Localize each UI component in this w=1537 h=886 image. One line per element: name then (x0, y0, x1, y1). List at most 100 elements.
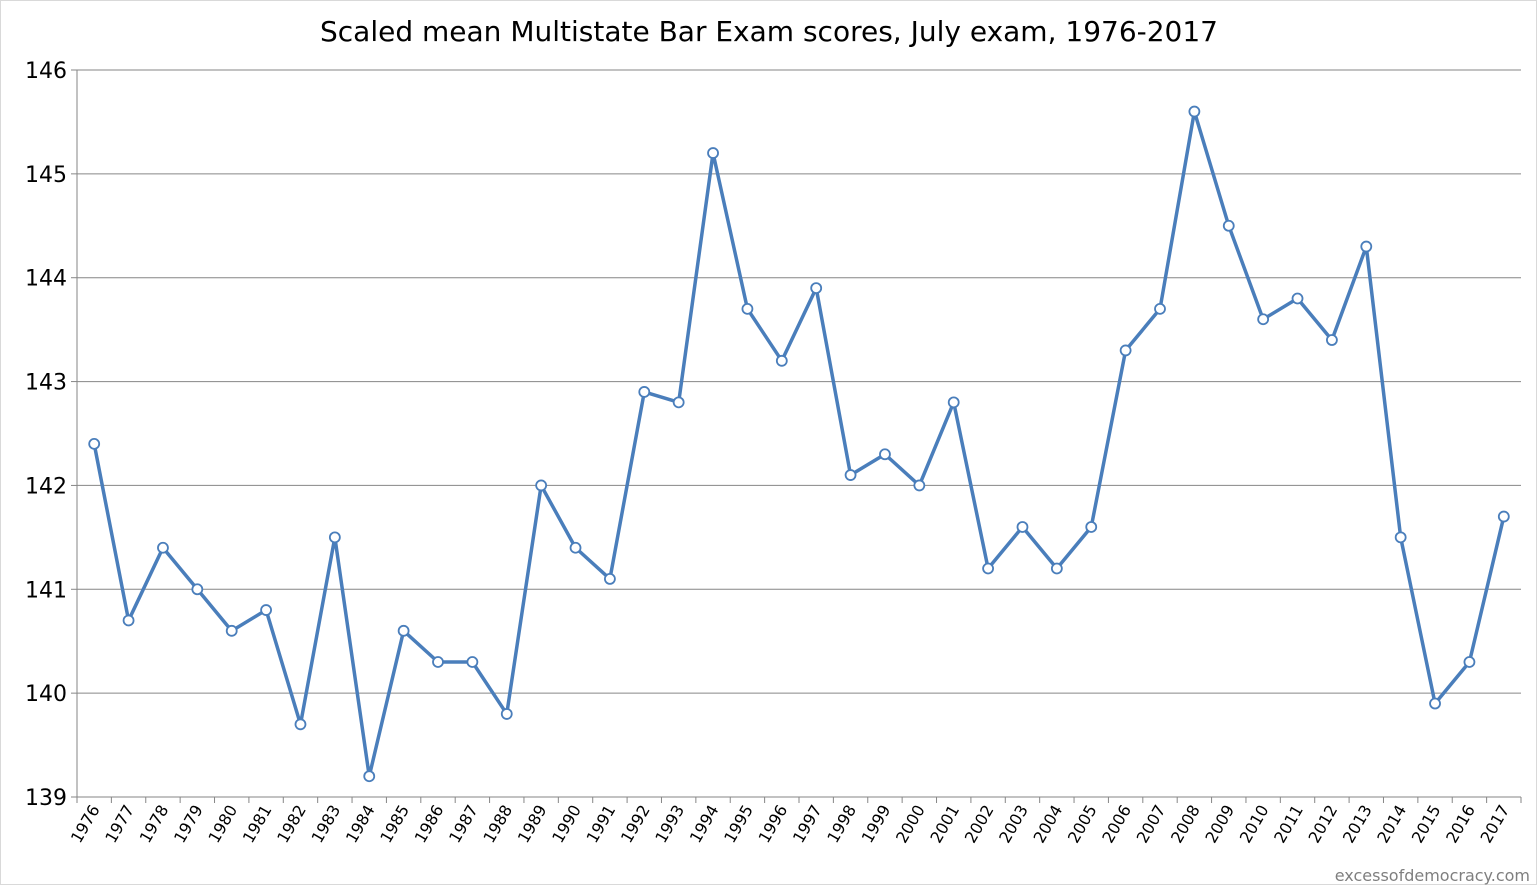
x-tick-label: 2016 (1442, 802, 1479, 847)
axes (71, 69, 1522, 803)
x-tick-label: 1988 (479, 802, 516, 847)
chart-title: Scaled mean Multistate Bar Exam scores, … (320, 15, 1218, 48)
y-tick-label: 143 (25, 371, 67, 396)
y-tick-label: 139 (25, 786, 67, 811)
x-tick-label: 1976 (67, 802, 104, 847)
x-tick-label: 1984 (342, 802, 379, 847)
series-layer (88, 105, 1510, 783)
data-point (741, 302, 754, 315)
x-axis-tick-labels: 1976197719781979198019811982198319841985… (67, 802, 1513, 847)
data-point (1188, 105, 1201, 118)
x-tick-label: 2007 (1133, 802, 1170, 847)
data-point (775, 354, 788, 367)
x-tick-label: 2003 (995, 802, 1032, 847)
data-point (1085, 521, 1098, 533)
data-point (879, 448, 891, 461)
x-tick-label: 2004 (1030, 802, 1067, 847)
data-point (672, 396, 685, 409)
data-point (535, 479, 548, 492)
x-tick-label: 1998 (823, 802, 860, 847)
x-tick-label: 1981 (239, 802, 276, 847)
data-point (1463, 656, 1476, 668)
x-tick-label: 1999 (858, 802, 895, 847)
x-tick-label: 1997 (789, 802, 826, 847)
x-tick-label: 1985 (376, 802, 413, 847)
x-tick-label: 1982 (273, 802, 310, 847)
x-tick-label: 1979 (170, 802, 207, 847)
gridlines (77, 69, 1521, 694)
data-point (1119, 344, 1132, 357)
x-tick-label: 1994 (686, 802, 723, 847)
x-tick-label: 1995 (720, 802, 757, 847)
x-tick-label: 2006 (1098, 802, 1135, 847)
x-tick-label: 1993 (651, 802, 688, 847)
data-point (1257, 313, 1270, 326)
y-tick-label: 140 (25, 682, 67, 707)
x-tick-label: 2001 (926, 802, 963, 847)
x-tick-label: 2014 (1373, 802, 1410, 847)
series-line (92, 109, 1506, 778)
data-point (1326, 334, 1338, 346)
data-point (947, 396, 960, 409)
x-tick-label: 1992 (617, 802, 654, 847)
data-point (604, 573, 616, 585)
data-point (1429, 697, 1441, 710)
x-tick-label: 1991 (583, 802, 620, 847)
data-point (1291, 292, 1304, 305)
data-point (294, 718, 307, 731)
x-tick-label: 1990 (548, 802, 585, 847)
x-tick-label: 2008 (1167, 802, 1204, 847)
x-tick-label: 2010 (1236, 802, 1273, 847)
x-tick-label: 2011 (1270, 802, 1307, 847)
y-tick-label: 144 (25, 267, 67, 292)
data-point (191, 583, 204, 596)
x-tick-label: 2015 (1408, 802, 1445, 847)
x-tick-label: 1978 (136, 802, 173, 847)
data-point (569, 541, 582, 554)
x-tick-label: 1986 (411, 802, 448, 847)
x-tick-label: 2012 (1305, 802, 1342, 847)
y-axis-tick-labels: 139 140 141 142 143 144 145 146 (25, 59, 67, 811)
data-point (982, 562, 994, 575)
x-tick-label: 1987 (445, 802, 482, 847)
data-point (1154, 302, 1166, 315)
x-tick-label: 2017 (1476, 802, 1513, 847)
data-point (432, 656, 444, 668)
data-point (1360, 240, 1373, 253)
x-tick-label: 2002 (961, 802, 998, 847)
data-point (707, 147, 719, 159)
watermark-text: excessofdemocracy.com (1335, 866, 1530, 885)
x-tick-label: 1983 (308, 802, 345, 847)
data-point (225, 624, 238, 637)
y-tick-label: 142 (25, 474, 67, 499)
data-point (363, 770, 376, 783)
data-point (810, 282, 823, 295)
data-point (1394, 531, 1407, 544)
y-tick-label: 146 (25, 59, 67, 84)
x-tick-label: 1977 (101, 802, 138, 847)
y-tick-label: 145 (25, 163, 67, 188)
data-point (913, 479, 926, 492)
x-tick-label: 1989 (514, 802, 551, 847)
data-point (157, 541, 169, 554)
x-tick-label: 2000 (892, 802, 929, 847)
data-point (1497, 510, 1510, 523)
data-point (397, 624, 410, 637)
data-point (122, 614, 135, 627)
x-tick-label: 1996 (754, 802, 791, 847)
x-tick-label: 2005 (1064, 802, 1101, 847)
x-tick-label: 2009 (1201, 802, 1238, 847)
data-point (328, 531, 341, 544)
data-point (260, 604, 272, 616)
data-point (466, 656, 479, 668)
data-point (1050, 562, 1063, 575)
data-point (638, 386, 651, 398)
x-tick-label: 2013 (1339, 802, 1376, 847)
data-point (88, 437, 101, 450)
data-point (844, 469, 857, 481)
data-point (500, 708, 513, 720)
y-tick-label: 141 (25, 578, 67, 603)
data-point (1016, 521, 1029, 533)
